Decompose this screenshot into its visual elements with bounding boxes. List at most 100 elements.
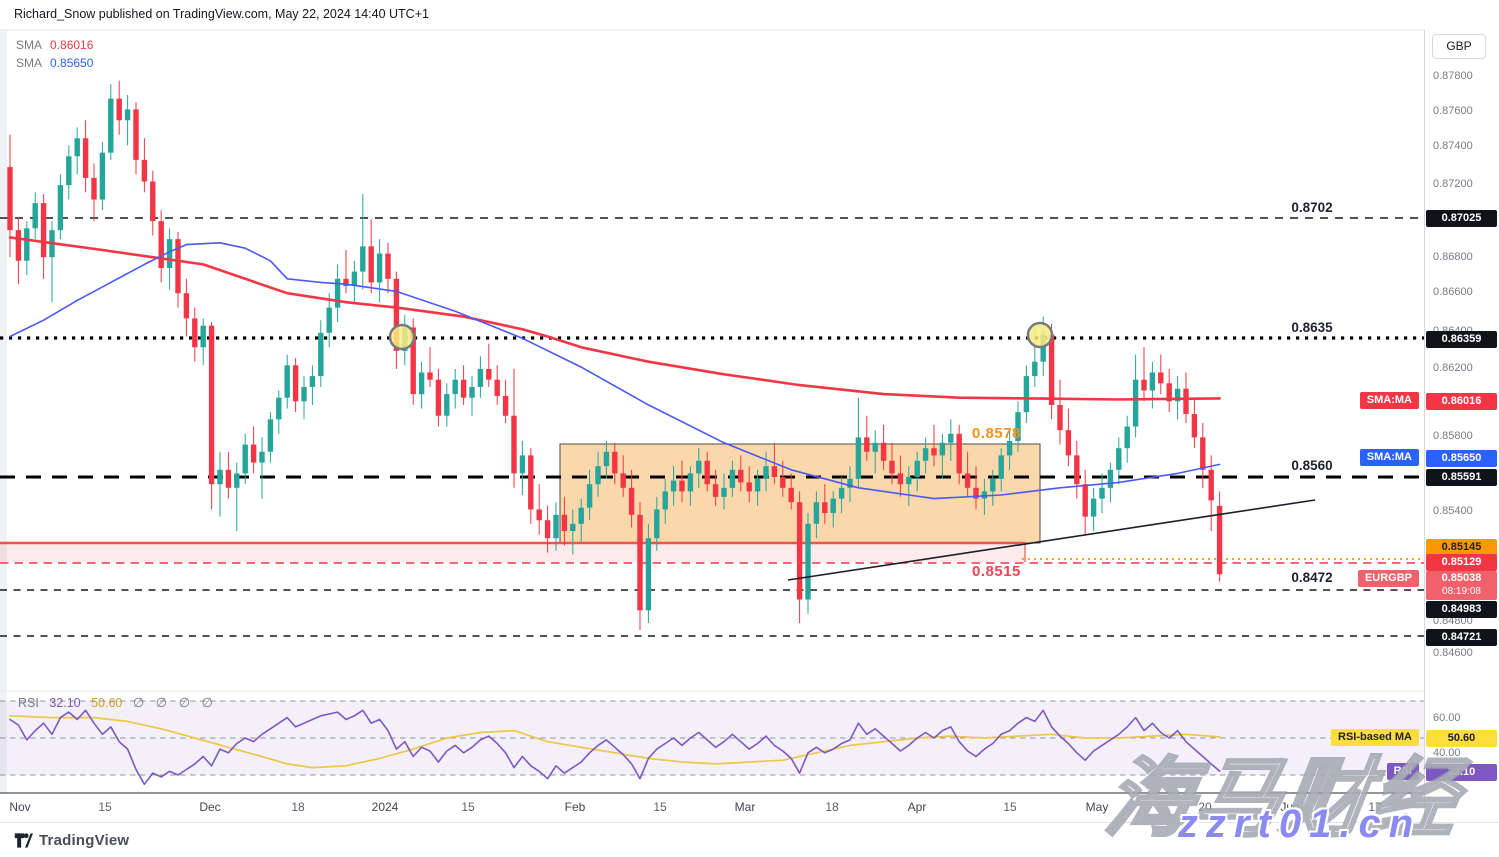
candle-body [763, 466, 769, 479]
price-badge-0.85129: 0.85129 [1426, 554, 1497, 571]
rsi-legend[interactable]: RSI 32.10 50.60 ∅ ∅ ∅ ∅ [18, 695, 224, 711]
candle-body [1166, 383, 1172, 402]
candle-body [259, 451, 265, 463]
candle-body [536, 509, 542, 521]
candle-body [326, 307, 332, 333]
support-band-zone [0, 543, 1025, 562]
candle-body [662, 491, 668, 510]
candle-body [192, 318, 198, 348]
axis-tick-label: 0.87800 [1433, 70, 1473, 82]
candle-body [528, 455, 534, 510]
candle-body [939, 442, 946, 456]
time-axis-label: May [1085, 800, 1109, 814]
candle-body [696, 460, 702, 474]
candle-body [679, 480, 685, 492]
candle-body [469, 386, 475, 398]
candle-body [284, 365, 290, 398]
legend-sma-slow-label: SMA [16, 38, 43, 52]
candle-body [1124, 426, 1130, 449]
legend-sma-slow[interactable]: SMA 0.86016 [16, 36, 93, 54]
rsi-ma-line [9, 714, 1221, 769]
candle-body [360, 246, 366, 272]
legend-sma-fast[interactable]: SMA 0.85650 [16, 54, 93, 72]
candle-body [1158, 372, 1164, 384]
candle-body [242, 444, 248, 474]
candle-body [7, 167, 13, 231]
time-axis-label: Mar [734, 800, 756, 814]
time-axis-label: Apr [907, 800, 927, 814]
candle-body [1090, 498, 1097, 517]
sma-slow-line [8, 236, 1221, 401]
time-axis-label: 15 [653, 800, 667, 814]
candle-body [368, 246, 374, 283]
candle-body [561, 514, 568, 532]
candle-body [855, 437, 862, 479]
candle-body [32, 203, 38, 229]
tradingview-brand[interactable]: TradingView [14, 832, 129, 849]
candle-body [1099, 487, 1105, 499]
candle-body [91, 177, 97, 200]
candle-body [1116, 448, 1122, 470]
time-axis-label: 15 [1003, 800, 1017, 814]
axis-tick-label: 0.87400 [1433, 140, 1473, 152]
candle-body [1032, 361, 1038, 377]
candle-body [981, 491, 988, 499]
axis-tick-label: 0.86600 [1433, 286, 1473, 298]
price-axis[interactable]: GBP 0.87800 0.87600 0.87400 0.87200 0.86800 0… [1424, 30, 1499, 822]
axis-tick-label: 0.84800 [1433, 615, 1473, 627]
price-badge-0.85038: 0.85038 08:19:08 [1426, 571, 1497, 600]
candle-body [318, 332, 324, 377]
candle-body [486, 368, 492, 380]
candle-body [628, 487, 635, 515]
candle-body [771, 466, 778, 477]
candle-body [620, 473, 626, 488]
time-axis-label: Jun [1280, 800, 1300, 814]
candle-body [1057, 404, 1063, 431]
candle-body [292, 365, 299, 402]
candle-body [166, 239, 173, 268]
candle-body [603, 451, 610, 467]
axis-tick-label: 0.87200 [1433, 178, 1473, 190]
candle-body [234, 473, 240, 488]
candle-body [1149, 372, 1156, 391]
candle-body [200, 325, 206, 348]
candle-body [334, 278, 341, 308]
candle-body [956, 433, 962, 474]
tradingview-brand-text: TradingView [39, 832, 130, 849]
sma-fast-line [9, 242, 1221, 500]
candle-body [66, 156, 72, 186]
candle-body [1216, 505, 1223, 575]
candle-body [612, 451, 618, 474]
time-axis-label: 20 [1198, 800, 1212, 814]
candle-body [654, 509, 660, 539]
candle-body [40, 203, 47, 258]
price-badge-32.10: 32.10 [1426, 764, 1497, 781]
indicator-legend[interactable]: SMA 0.86016 SMA 0.85650 [16, 36, 93, 72]
series-label-sma-ma: SMA:MA [1359, 449, 1419, 466]
candlestick-chart-canvas[interactable] [0, 0, 1424, 822]
candle-body [637, 514, 643, 611]
rsi-line [9, 709, 1221, 786]
candle-body [712, 484, 719, 497]
candle-body [754, 478, 761, 492]
time-axis-label: Feb [564, 800, 586, 814]
axis-tick-label: 40.00 [1433, 747, 1461, 759]
candle-body [964, 473, 971, 488]
candle-body [74, 138, 80, 157]
watermark-url: zzrt01.cn [1178, 802, 1422, 846]
currency-toggle-button[interactable]: GBP [1432, 34, 1486, 59]
candle-body [838, 487, 845, 499]
candle-body [460, 379, 467, 398]
price-badge-0.86359: 0.86359 [1426, 331, 1497, 348]
legend-sma-slow-value: 0.86016 [50, 38, 94, 52]
candle-body [544, 520, 551, 539]
rsi-title: RSI [18, 696, 39, 710]
candle-body [738, 469, 744, 483]
candle-body [15, 230, 22, 261]
candle-body [108, 98, 114, 153]
candle-body [780, 477, 786, 488]
price-badge-0.85650: 0.85650 [1426, 450, 1497, 467]
price-badge-0.85145: 0.85145 [1426, 539, 1497, 556]
support-annotation: 0.8515 [972, 563, 1021, 580]
candle-body [796, 502, 803, 600]
